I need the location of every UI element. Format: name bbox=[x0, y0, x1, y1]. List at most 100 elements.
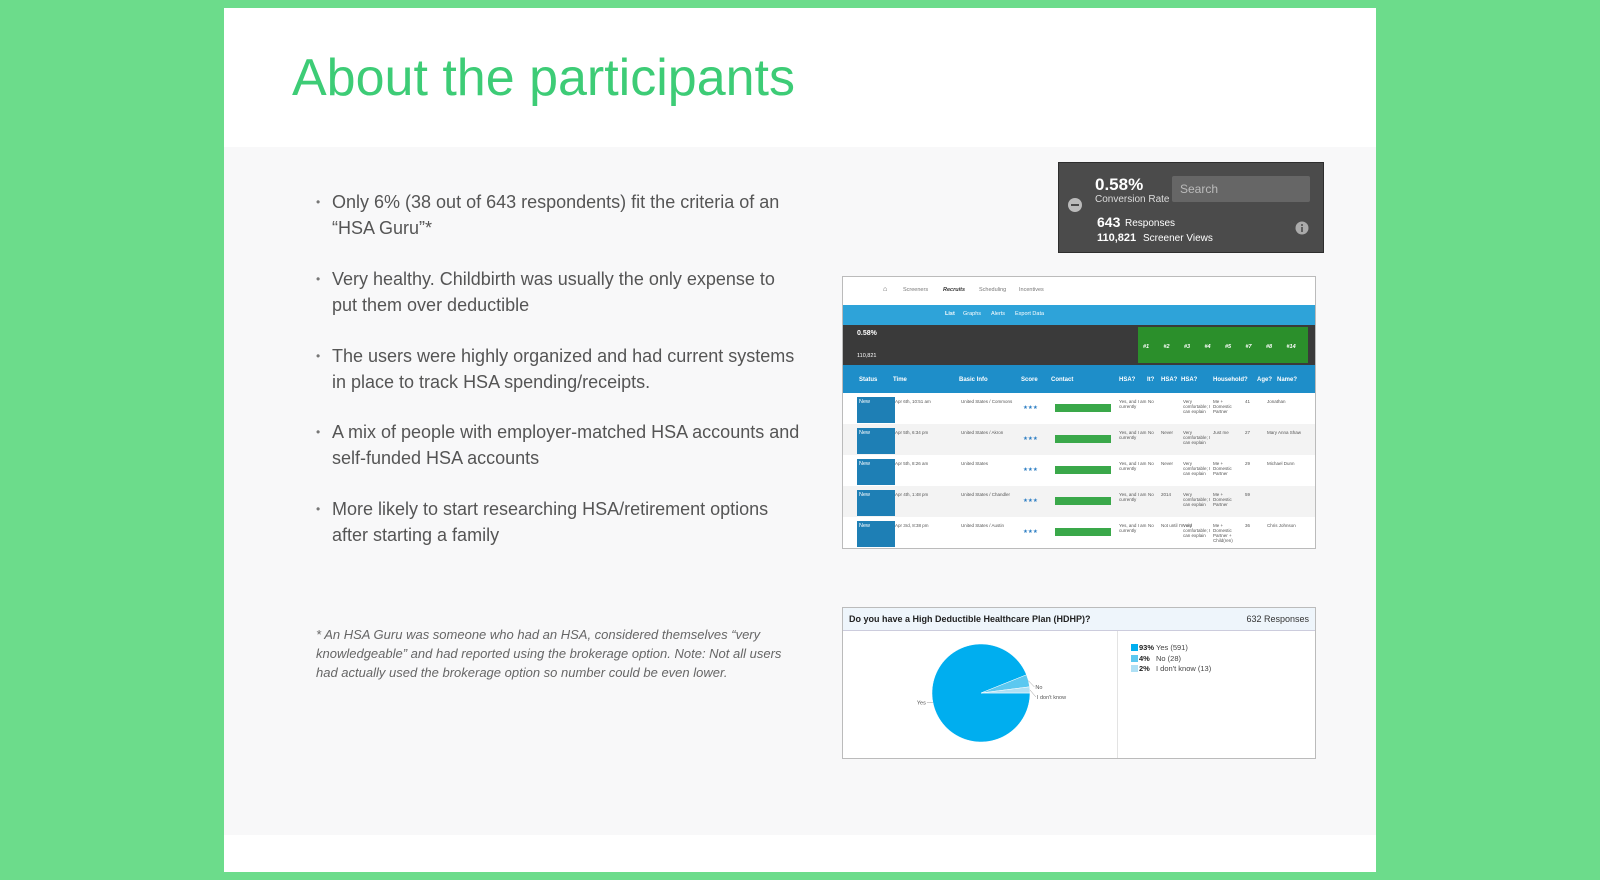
title: About the participants bbox=[292, 49, 795, 107]
legend-value: 4% bbox=[1139, 653, 1150, 663]
slice-label: Yes bbox=[917, 700, 926, 706]
responses-label: Responses bbox=[1125, 218, 1176, 229]
column-header: It? bbox=[1147, 377, 1155, 383]
column-header: Household? bbox=[1213, 377, 1248, 383]
slice-label: I don't know bbox=[1037, 695, 1066, 701]
question-filter: #4 bbox=[1204, 344, 1211, 350]
responses-count: 643 bbox=[1097, 214, 1121, 230]
search-input[interactable]: Search bbox=[1172, 176, 1310, 202]
column-header: Time bbox=[893, 377, 907, 383]
table-cell: 27 bbox=[1245, 430, 1251, 435]
table-cell: Yes, and I am currently bbox=[1119, 430, 1147, 440]
table-cell: Yes, and I am currently bbox=[1119, 461, 1147, 471]
contact-bar bbox=[1055, 528, 1111, 536]
score-stars: ★★★ bbox=[1023, 498, 1038, 504]
table-cell: Never bbox=[1161, 461, 1174, 466]
tab: Alerts bbox=[991, 311, 1006, 317]
table-cell: No bbox=[1148, 492, 1154, 497]
conversion-widget: 0.58% Conversion Rate Search 643 Respons… bbox=[1058, 162, 1324, 253]
column-header: Contact bbox=[1051, 377, 1074, 383]
slice-label: No bbox=[1035, 685, 1042, 691]
table-cell: Chris Johnson bbox=[1267, 523, 1296, 528]
table-cell: Yes, and I am currently bbox=[1119, 492, 1147, 502]
tab: List bbox=[945, 311, 955, 317]
survey-question: Do you have a High Deductible Healthcare… bbox=[849, 614, 1091, 624]
nav-link: Recruits bbox=[943, 287, 966, 293]
survey-responses: 632 Responses bbox=[1246, 614, 1309, 624]
tab-bar bbox=[843, 305, 1315, 325]
legend-swatch bbox=[1131, 654, 1138, 662]
question-filter: #5 bbox=[1225, 344, 1232, 350]
table-cell: No bbox=[1148, 399, 1154, 404]
contact-bar bbox=[1055, 466, 1111, 474]
table-cell: United States / Commons bbox=[961, 399, 1013, 404]
contact-bar bbox=[1055, 435, 1111, 443]
table-cell: Yes, and I am currently bbox=[1119, 523, 1147, 533]
rate: 0.58% bbox=[1095, 175, 1144, 194]
status-badge: New bbox=[857, 521, 895, 547]
bullet: More likely to start researching HSA/ret… bbox=[316, 497, 802, 548]
legend-swatch bbox=[1131, 644, 1138, 651]
score-stars: ★★★ bbox=[1023, 529, 1038, 535]
table-cell: Apr 5th, 6:34 pm bbox=[895, 430, 929, 435]
legend-label: Yes (591) bbox=[1156, 643, 1188, 652]
table-cell: Jonathan bbox=[1267, 399, 1286, 404]
contact-bar bbox=[1055, 497, 1111, 505]
status-badge: New bbox=[857, 459, 895, 485]
survey-panel: Do you have a High Deductible Healthcare… bbox=[842, 607, 1316, 759]
bullet: A mix of people with employer-matched HS… bbox=[316, 420, 802, 471]
table-cell: United States bbox=[961, 461, 989, 466]
divider bbox=[1117, 631, 1118, 758]
table-cell: 59 bbox=[1245, 492, 1251, 497]
table-cell: Mary Anna Shaw bbox=[1267, 430, 1302, 435]
table-cell: Apr 4th, 1:48 pm bbox=[895, 492, 929, 497]
table-cell: No bbox=[1148, 461, 1154, 466]
table-cell: Very comfortable; I can explain bbox=[1183, 430, 1211, 445]
question-filter: #7 bbox=[1245, 344, 1252, 350]
slice-leader bbox=[1029, 689, 1037, 698]
question-filter: #14 bbox=[1286, 344, 1296, 350]
nav-link: Scheduling bbox=[979, 287, 1007, 293]
filter-green bbox=[1138, 327, 1308, 363]
mini-views: 110,821 bbox=[857, 353, 877, 359]
info-icon[interactable] bbox=[1295, 221, 1309, 235]
column-header: HSA? bbox=[1161, 377, 1178, 383]
column-header: Score bbox=[1021, 377, 1038, 383]
table-cell: United States / Chandler bbox=[961, 492, 1011, 497]
table-cell: Me + Domestic Partner bbox=[1213, 492, 1232, 507]
collapse-icon bbox=[1068, 198, 1082, 212]
score-stars: ★★★ bbox=[1023, 436, 1038, 442]
table-cell: Michael Dunn bbox=[1267, 461, 1295, 466]
nav-home: ⌂ bbox=[883, 286, 888, 293]
bullet: Very healthy. Childbirth was usually the… bbox=[316, 267, 802, 318]
table-cell: Yes, and I am currently bbox=[1119, 399, 1147, 409]
table-cell: Apr 6th, 10:51 am bbox=[895, 399, 931, 404]
table-cell: Never bbox=[1161, 430, 1174, 435]
score-stars: ★★★ bbox=[1023, 405, 1038, 411]
table-cell: Very comfortable; I can explain bbox=[1183, 399, 1211, 414]
status-badge: New bbox=[857, 397, 895, 423]
column-header: Age? bbox=[1257, 377, 1272, 383]
table-cell: Apr 3rd, 8:38 pm bbox=[895, 523, 929, 528]
table-cell: 36 bbox=[1245, 523, 1251, 528]
table-cell: 41 bbox=[1245, 399, 1251, 404]
survey-header bbox=[843, 608, 1315, 631]
table-cell: No bbox=[1148, 523, 1154, 528]
footnote: * An HSA Guru was someone who had an HSA… bbox=[316, 627, 782, 680]
status-badge: New bbox=[857, 428, 895, 454]
table-cell: Me + Domestic Partner bbox=[1213, 461, 1232, 476]
table-cell: Just me bbox=[1213, 430, 1229, 435]
legend-value: 93% bbox=[1139, 643, 1155, 652]
column-header: Status bbox=[859, 377, 878, 383]
nav-link: Screeners bbox=[903, 287, 929, 293]
tab: Graphs bbox=[963, 311, 982, 317]
table-cell: Not until I'm old bbox=[1161, 523, 1192, 528]
header-row bbox=[843, 365, 1315, 393]
column-header: HSA? bbox=[1119, 377, 1136, 383]
mini-rate: 0.58% bbox=[857, 330, 877, 337]
legend-label: I don't know (13) bbox=[1156, 664, 1212, 673]
question-filter: #2 bbox=[1163, 344, 1170, 350]
question-filter: #1 bbox=[1143, 344, 1150, 350]
table-cell: Very comfortable; I can explain bbox=[1183, 492, 1211, 507]
